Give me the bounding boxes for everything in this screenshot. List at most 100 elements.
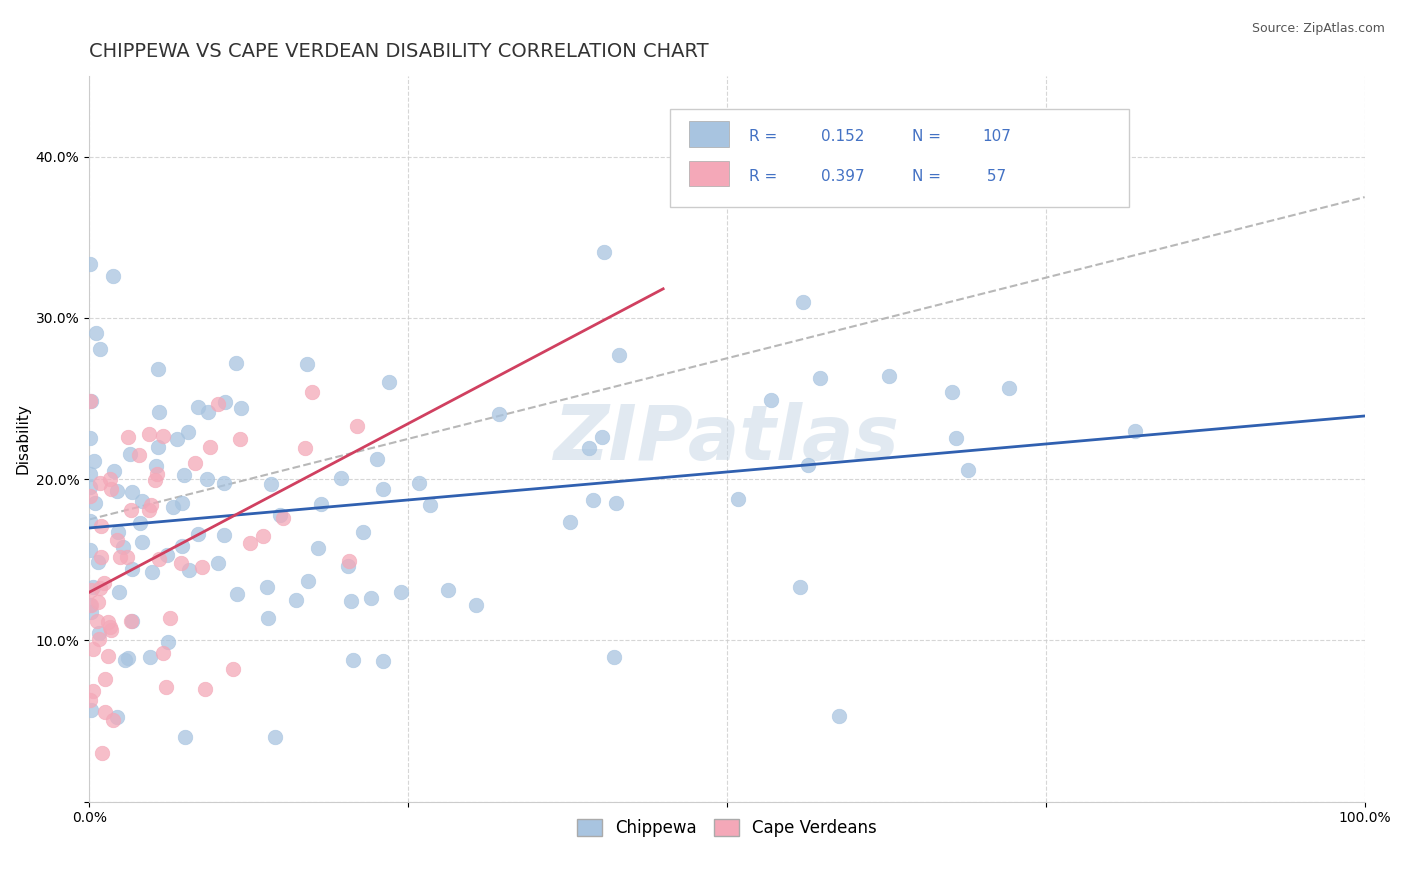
Point [86,614,108,628]
Point [941,385,963,400]
Point [607,348,630,362]
Point [294,441,316,455]
Point [107,525,129,540]
Point [593,245,616,260]
Point [177,425,200,439]
Point [828,709,851,723]
Point [295,357,318,371]
Point [789,580,811,594]
Point [114,653,136,667]
Point [79,257,101,271]
Point [89,582,111,596]
Text: 107: 107 [981,129,1011,144]
Point [100,624,122,638]
Point [727,492,749,507]
Point [285,593,308,607]
Point [148,361,170,376]
Point [131,534,153,549]
Point [98,620,121,634]
Point [94,672,117,686]
Point [360,591,382,605]
Point [340,594,363,608]
Point [330,470,353,484]
Point [174,730,197,744]
Point [83,454,105,468]
Point [115,550,138,565]
Point [212,475,235,490]
Point [797,458,820,472]
Point [79,514,101,528]
Point [605,496,627,510]
Point [108,584,131,599]
Point [170,496,193,510]
Point [170,556,193,570]
Point [269,508,291,522]
Point [82,580,104,594]
Point [79,431,101,445]
Point [337,554,360,568]
Point [371,654,394,668]
Point [141,499,163,513]
Point [956,462,979,476]
Point [239,535,262,549]
Point [139,649,162,664]
Point [207,557,229,571]
Point [603,650,626,665]
Point [120,446,142,460]
Point [105,483,128,498]
Point [80,703,103,717]
Point [1123,425,1146,439]
Point [128,448,150,462]
Point [156,548,179,562]
Point [187,400,209,414]
Point [256,580,278,594]
Point [155,680,177,694]
Point [98,472,121,486]
Point [342,653,364,667]
Text: N =: N = [912,129,946,144]
Point [214,395,236,409]
Point [148,552,170,566]
Point [89,475,111,490]
Point [309,497,332,511]
Point [465,598,488,612]
Point [101,713,124,727]
Point [91,746,114,760]
Point [79,542,101,557]
Point [307,541,329,555]
Point [582,492,605,507]
Point [82,642,104,657]
Point [264,730,287,744]
Point [94,705,117,719]
Point [107,710,129,724]
Text: 0.152: 0.152 [821,129,865,144]
Point [792,295,814,310]
Point [97,648,120,663]
Point [578,442,600,456]
Point [197,405,219,419]
Point [90,550,112,565]
Point [207,397,229,411]
Point [346,419,368,434]
Point [301,385,323,400]
FancyBboxPatch shape [689,161,730,186]
Point [437,582,460,597]
Point [89,632,111,647]
Point [146,467,169,481]
Point [352,525,374,540]
Point [170,539,193,553]
Point [79,393,101,408]
Point [79,467,101,482]
Point [157,635,180,649]
Point [419,499,441,513]
Text: R =: R = [748,129,782,144]
Point [138,502,160,516]
Point [377,375,399,389]
Point [86,326,108,340]
Point [79,489,101,503]
Point [143,473,166,487]
Point [80,582,103,597]
Point [366,452,388,467]
Point [128,516,150,531]
Point [120,614,142,628]
